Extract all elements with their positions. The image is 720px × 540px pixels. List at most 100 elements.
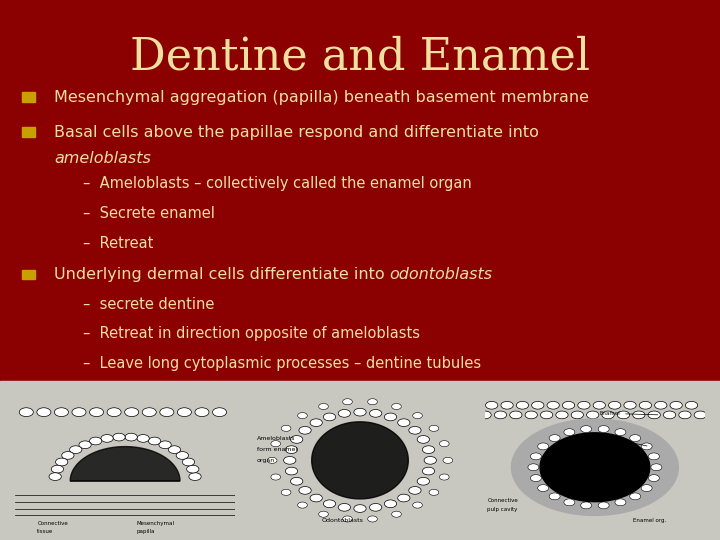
Circle shape <box>125 408 139 416</box>
Circle shape <box>285 467 297 475</box>
Circle shape <box>654 401 667 409</box>
Circle shape <box>343 516 352 522</box>
Text: papilla: papilla <box>136 529 155 535</box>
Polygon shape <box>540 433 650 502</box>
Circle shape <box>564 499 575 506</box>
Circle shape <box>310 494 323 502</box>
Circle shape <box>413 413 423 418</box>
Circle shape <box>160 408 174 416</box>
Text: Enamel org.: Enamel org. <box>633 518 667 523</box>
Text: ameloblasts: ameloblasts <box>54 151 151 166</box>
Circle shape <box>368 516 377 522</box>
Circle shape <box>323 500 336 508</box>
Circle shape <box>137 435 149 442</box>
Circle shape <box>343 399 352 405</box>
Text: –  Retreat in direction opposite of ameloblasts: – Retreat in direction opposite of amelo… <box>83 326 420 341</box>
Circle shape <box>19 408 33 416</box>
Circle shape <box>55 408 68 416</box>
Text: Underlying dermal cells differentiate into: Underlying dermal cells differentiate in… <box>54 267 390 282</box>
Circle shape <box>70 446 82 454</box>
Circle shape <box>615 429 626 436</box>
Circle shape <box>186 465 199 473</box>
Circle shape <box>639 401 652 409</box>
Circle shape <box>397 419 410 427</box>
Circle shape <box>282 489 291 495</box>
Circle shape <box>694 411 706 418</box>
Circle shape <box>663 411 675 418</box>
Circle shape <box>602 411 614 418</box>
Circle shape <box>615 499 626 506</box>
Circle shape <box>143 408 156 416</box>
Circle shape <box>409 487 421 494</box>
Text: Connective: Connective <box>37 521 68 526</box>
Circle shape <box>189 472 201 481</box>
Circle shape <box>649 453 660 460</box>
Circle shape <box>369 409 382 417</box>
Circle shape <box>429 489 438 495</box>
Circle shape <box>598 502 609 509</box>
Circle shape <box>501 401 513 409</box>
Text: Odontoblasts: Odontoblasts <box>322 518 364 523</box>
Text: odontoblasts: odontoblasts <box>390 267 493 282</box>
Circle shape <box>271 474 281 480</box>
Circle shape <box>679 411 691 418</box>
Circle shape <box>670 401 683 409</box>
Circle shape <box>282 426 291 431</box>
Text: Mesenchymal: Mesenchymal <box>136 521 174 526</box>
Circle shape <box>541 411 553 418</box>
Circle shape <box>299 487 311 494</box>
Circle shape <box>89 408 104 416</box>
Circle shape <box>641 484 652 491</box>
Circle shape <box>354 505 366 512</box>
Circle shape <box>310 419 323 427</box>
Circle shape <box>525 411 537 418</box>
Circle shape <box>297 502 307 508</box>
Circle shape <box>424 456 436 464</box>
Circle shape <box>55 458 68 466</box>
Circle shape <box>319 403 328 409</box>
Circle shape <box>633 411 645 418</box>
Circle shape <box>649 475 660 482</box>
Text: Enamel: Enamel <box>599 411 658 416</box>
Circle shape <box>113 433 125 441</box>
Text: Basal cells above the papillae respond and differentiate into: Basal cells above the papillae respond a… <box>54 125 539 140</box>
Circle shape <box>439 474 449 480</box>
Circle shape <box>685 401 698 409</box>
Text: organ: organ <box>257 458 275 463</box>
Circle shape <box>368 399 377 405</box>
Circle shape <box>587 411 599 418</box>
Circle shape <box>89 437 102 445</box>
Circle shape <box>641 443 652 450</box>
Circle shape <box>531 401 544 409</box>
Text: pulp cavity: pulp cavity <box>487 507 518 512</box>
Circle shape <box>479 411 491 418</box>
Circle shape <box>538 443 549 450</box>
Circle shape <box>495 411 507 418</box>
Circle shape <box>531 475 541 482</box>
Circle shape <box>417 436 429 443</box>
Circle shape <box>651 464 662 471</box>
Circle shape <box>323 413 336 421</box>
Circle shape <box>556 411 568 418</box>
Circle shape <box>571 411 583 418</box>
Circle shape <box>159 441 171 449</box>
Text: Dentine and Enamel: Dentine and Enamel <box>130 35 590 78</box>
Circle shape <box>577 401 590 409</box>
Circle shape <box>409 427 421 434</box>
Circle shape <box>547 401 559 409</box>
Polygon shape <box>312 422 408 499</box>
Text: tissue: tissue <box>37 529 53 535</box>
Text: Dentine: Dentine <box>599 436 647 446</box>
Circle shape <box>417 477 429 485</box>
Bar <box>0 381 720 540</box>
Circle shape <box>72 408 86 416</box>
Circle shape <box>598 426 609 433</box>
Circle shape <box>429 426 438 431</box>
Circle shape <box>624 401 636 409</box>
Circle shape <box>285 446 297 454</box>
Circle shape <box>630 435 641 442</box>
Text: –  secrete dentine: – secrete dentine <box>83 296 214 312</box>
Circle shape <box>176 451 189 460</box>
Circle shape <box>630 493 641 500</box>
Text: –  Secrete enamel: – Secrete enamel <box>83 206 215 221</box>
